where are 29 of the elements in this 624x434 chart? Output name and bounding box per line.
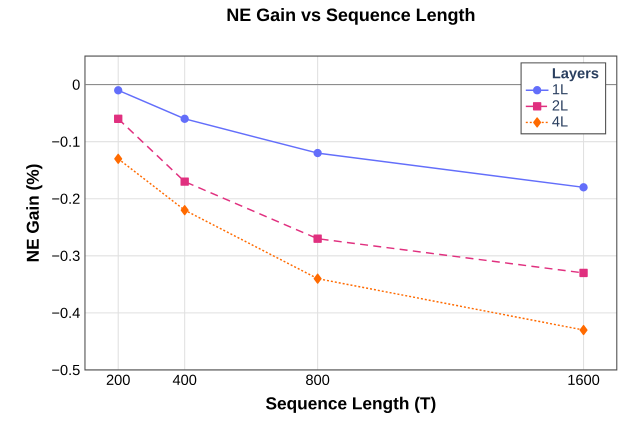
point bbox=[313, 148, 322, 158]
point bbox=[180, 114, 189, 124]
point bbox=[313, 234, 322, 243]
x-tick-label: 400 bbox=[172, 374, 196, 386]
point bbox=[580, 324, 588, 336]
point bbox=[180, 205, 189, 216]
y-tick-label: −0.1 bbox=[52, 136, 80, 147]
x-tick-label: 1600 bbox=[568, 374, 600, 386]
point bbox=[579, 268, 588, 278]
point bbox=[114, 86, 122, 94]
x-tick-label: 800 bbox=[306, 374, 330, 386]
chart-title: NE Gain vs Sequence Length bbox=[228, 8, 474, 25]
x-tick-label: 200 bbox=[106, 374, 130, 386]
y-tick-label: −0.5 bbox=[52, 364, 80, 376]
y-tick-label: −0.3 bbox=[52, 250, 80, 261]
point bbox=[114, 154, 122, 164]
legend-label: 2L bbox=[552, 100, 568, 110]
legend-label: 1L bbox=[552, 84, 568, 94]
point bbox=[579, 183, 588, 192]
y-axis-title: NE Gain (%) bbox=[26, 164, 42, 262]
point bbox=[314, 274, 322, 284]
legend-title: Layers bbox=[552, 68, 598, 82]
y-tick-label: −0.2 bbox=[52, 194, 80, 204]
point bbox=[114, 114, 122, 124]
point bbox=[180, 177, 189, 186]
y-tick-label: −0.4 bbox=[52, 308, 80, 318]
y-tick-label: 0 bbox=[72, 79, 80, 90]
x-axis-title: Sequence Length (T) bbox=[266, 396, 436, 413]
legend-label: 4L bbox=[552, 116, 568, 126]
